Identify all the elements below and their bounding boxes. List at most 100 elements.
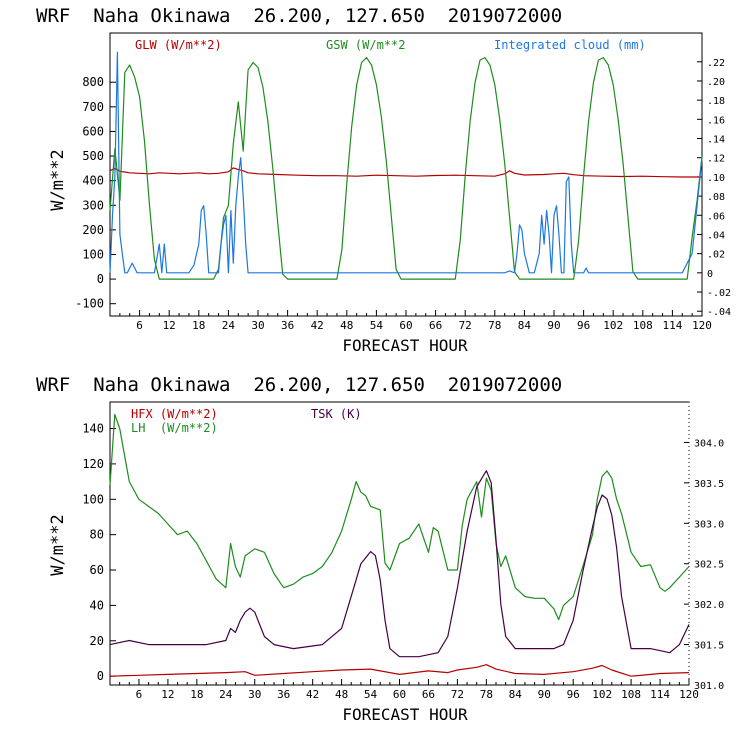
x-tick-label: 60 [393, 688, 406, 701]
x-tick-label: 120 [679, 688, 699, 701]
x-tick-label: 30 [248, 688, 261, 701]
y2-tick-label: .18 [707, 96, 725, 107]
y2-tick-label: .08 [707, 192, 725, 203]
x-tick-label: 78 [480, 688, 493, 701]
x-tick-label: 78 [488, 319, 501, 332]
y2-tick-label: 301.5 [694, 641, 724, 652]
x-tick-label: 84 [509, 688, 523, 701]
series-line-2 [109, 51, 703, 274]
y2-tick-label: -.04 [707, 307, 731, 318]
x-tick-label: 48 [340, 319, 353, 332]
legend-entry-glw: GLW (W/m**2) [135, 38, 222, 52]
y2-tick-label: -.02 [707, 288, 731, 299]
y2-tick-label: .22 [707, 58, 725, 69]
x-tick-label: 18 [192, 319, 205, 332]
x-tick-label: 102 [592, 688, 612, 701]
plot-frame [109, 32, 703, 317]
series-line-2 [109, 470, 690, 658]
y-tick-label: -100 [75, 297, 104, 311]
y-axis-label: W/m**2 [48, 149, 68, 210]
legend-entry-tsk: TSK (K) [311, 407, 362, 421]
x-tick-label: 12 [163, 319, 176, 332]
y2-tick-label: 302.5 [694, 560, 724, 571]
y2-tick-label: .20 [707, 77, 725, 88]
x-tick-label: 42 [311, 319, 324, 332]
x-tick-label: 120 [692, 319, 712, 332]
y2-tick-label: 303.0 [694, 519, 724, 530]
x-tick-label: 114 [662, 319, 682, 332]
x-tick-label: 54 [364, 688, 378, 701]
y2-tick-label: 302.0 [694, 600, 724, 611]
x-tick-label: 72 [451, 688, 464, 701]
y2-tick-label: .04 [707, 230, 725, 241]
y-tick-label: 400 [82, 174, 104, 188]
x-tick-label: 6 [136, 319, 143, 332]
y-tick-label: 200 [82, 223, 104, 237]
y2-tick-label: .02 [707, 250, 725, 261]
x-tick-label: 54 [370, 319, 384, 332]
y-tick-label: 300 [82, 198, 104, 212]
x-tick-label: 6 [136, 688, 143, 701]
series-line-0 [109, 664, 690, 677]
y-tick-label: 700 [82, 100, 104, 114]
y-axis-label: W/m**2 [48, 514, 68, 575]
y-tick-label: 500 [82, 149, 104, 163]
panel-title: WRF Naha Okinawa 26.200, 127.650 2019072… [36, 5, 562, 27]
legend-entry-hfx: HFX (W/m**2) [131, 407, 218, 421]
x-axis-label: FORECAST HOUR [342, 336, 468, 355]
x-tick-label: 36 [277, 688, 290, 701]
y-tick-label: 140 [82, 422, 104, 436]
y-tick-label: 800 [82, 75, 104, 89]
y2-tick-label: .12 [707, 154, 725, 165]
x-tick-label: 84 [518, 319, 532, 332]
y-tick-label: 100 [82, 247, 104, 261]
x-tick-label: 24 [222, 319, 236, 332]
y2-tick-label: .16 [707, 115, 725, 126]
x-tick-label: 108 [621, 688, 641, 701]
y2-tick-label: 304.0 [694, 438, 724, 449]
panel-radiation-cloud: WRF Naha Okinawa 26.200, 127.650 2019072… [36, 5, 731, 355]
legend-entry-gsw: GSW (W/m**2 [326, 38, 405, 52]
x-tick-label: 36 [281, 319, 294, 332]
x-tick-label: 24 [219, 688, 233, 701]
legend-entry-lh: LH (W/m**2) [131, 421, 218, 435]
y-tick-label: 80 [90, 528, 104, 542]
x-tick-label: 96 [577, 319, 590, 332]
x-tick-label: 102 [603, 319, 623, 332]
y-tick-label: 40 [90, 598, 104, 612]
series-line-0 [109, 167, 702, 178]
panel-title: WRF Naha Okinawa 26.200, 127.650 2019072… [36, 374, 562, 396]
panel-flux-temperature: WRF Naha Okinawa 26.200, 127.650 2019072… [36, 374, 724, 724]
x-tick-label: 66 [429, 319, 442, 332]
x-tick-label: 66 [422, 688, 435, 701]
x-tick-label: 12 [161, 688, 174, 701]
y2-tick-label: .14 [707, 135, 725, 146]
x-tick-label: 18 [190, 688, 203, 701]
x-tick-label: 90 [547, 319, 560, 332]
x-axis-label: FORECAST HOUR [342, 705, 468, 724]
y2-tick-label: .10 [707, 173, 725, 184]
series-line-1 [109, 413, 690, 621]
y2-tick-label: 0 [707, 269, 713, 280]
y-tick-label: 100 [82, 492, 104, 506]
y-tick-label: 120 [82, 457, 104, 471]
y2-tick-label: 301.0 [694, 681, 724, 692]
x-tick-label: 30 [251, 319, 264, 332]
x-tick-label: 114 [650, 688, 670, 701]
x-tick-label: 90 [538, 688, 551, 701]
y-tick-label: 60 [90, 563, 104, 577]
y2-tick-label: .06 [707, 211, 725, 222]
x-tick-label: 60 [399, 319, 412, 332]
legend-entry-cloud: Integrated cloud (mm) [494, 38, 646, 52]
y-tick-label: 0 [97, 669, 104, 683]
x-tick-label: 108 [633, 319, 653, 332]
y-tick-label: 0 [97, 272, 104, 286]
x-tick-label: 96 [567, 688, 580, 701]
y-tick-label: 20 [90, 634, 104, 648]
x-tick-label: 72 [459, 319, 472, 332]
x-tick-label: 42 [306, 688, 319, 701]
series-line-1 [109, 56, 703, 280]
x-tick-label: 48 [335, 688, 348, 701]
